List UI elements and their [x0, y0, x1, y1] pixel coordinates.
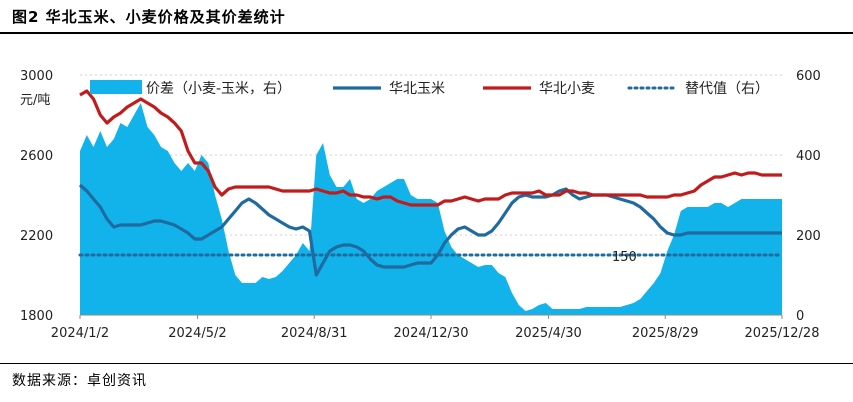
- corn-line-layer: [78, 183, 782, 277]
- spread-area: [80, 103, 782, 315]
- x-tick-label-1: 2024/5/2: [168, 326, 226, 341]
- y-right-tick-3: 600: [796, 69, 821, 84]
- legend-label-wheat: 华北小麦: [539, 81, 595, 97]
- x-tick-label-2: 2024/8/31: [281, 326, 348, 341]
- wheat-line-layer: [79, 89, 782, 207]
- x-tick-label-3: 2024/12/30: [394, 326, 469, 341]
- spread-area-layer: [80, 103, 782, 315]
- x-tick-label-0: 2024/1/2: [51, 326, 109, 341]
- y-right-tick-0: 0: [796, 309, 804, 324]
- y-left-tick-2: 2600: [20, 149, 53, 164]
- legend-swatch-spread: [90, 80, 142, 94]
- legend-label-spread: 价差（小麦-玉米，右）: [146, 81, 291, 97]
- x-tick-label-6: 2025/12/28: [745, 326, 820, 341]
- x-tick-label-5: 2025/8/29: [632, 326, 699, 341]
- wheat-line: [79, 89, 782, 207]
- title-rule: [0, 32, 853, 34]
- axes: 1800 2200 2600 3000 0 200 400 600 2024/1/2 2024/5…: [20, 69, 821, 341]
- corn-line: [78, 183, 782, 277]
- source-note: 数据来源：卓创资讯: [12, 373, 147, 389]
- annotation-150: 150: [612, 250, 637, 265]
- y-axis-unit: 元/吨: [20, 93, 50, 108]
- figure-title: 图2 华北玉米、小麦价格及其价差统计: [12, 8, 286, 26]
- y-left-tick-3: 3000: [20, 69, 53, 84]
- y-right-tick-2: 400: [796, 149, 821, 164]
- legend-label-corn: 华北玉米: [389, 81, 445, 97]
- legend-label-substitute: 替代值（右）: [685, 81, 769, 97]
- x-tick-label-4: 2025/4/30: [515, 326, 582, 341]
- y-right-tick-1: 200: [796, 229, 821, 244]
- y-left-tick-1: 2200: [20, 229, 53, 244]
- y-left-tick-0: 1800: [20, 309, 53, 324]
- legend: 价差（小麦-玉米，右） 华北玉米 华北小麦 替代值（右）: [90, 80, 769, 97]
- chart-area: 1800 2200 2600 3000 0 200 400 600 2024/1/2 2024/5…: [20, 69, 821, 341]
- source-rule: [0, 363, 853, 364]
